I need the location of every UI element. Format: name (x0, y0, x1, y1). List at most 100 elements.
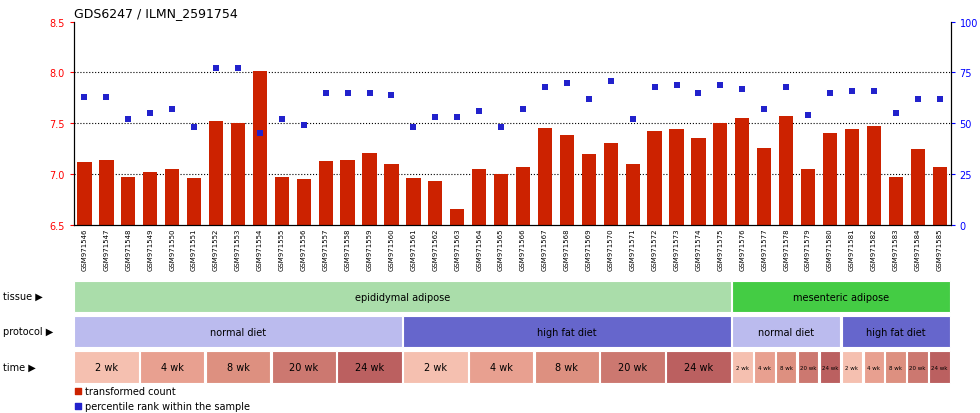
Point (844, 88, 859, 95)
Bar (165, 169, 179, 413)
Bar (798, 351, 818, 383)
Point (801, 112, 816, 119)
Bar (648, 132, 662, 413)
Bar (140, 351, 205, 383)
Point (230, 66, 246, 73)
Point (406, 125, 421, 131)
Point (70, 402, 86, 409)
Bar (600, 23, 621, 225)
Point (186, 125, 202, 131)
Bar (270, 23, 293, 225)
Bar (776, 351, 797, 383)
Text: 4 wk: 4 wk (161, 362, 183, 372)
Bar (74, 316, 402, 348)
Bar (424, 23, 446, 225)
Bar (845, 130, 859, 413)
Point (515, 107, 531, 113)
Bar (337, 23, 359, 225)
Text: 8 wk: 8 wk (226, 362, 249, 372)
Bar (885, 23, 907, 225)
Bar (318, 161, 333, 413)
Point (340, 90, 356, 97)
Bar (468, 351, 533, 383)
Text: GDS6247 / ILMN_2591754: GDS6247 / ILMN_2591754 (74, 7, 237, 20)
Text: 8 wk: 8 wk (780, 365, 793, 370)
Bar (819, 23, 841, 225)
Bar (384, 164, 399, 413)
Bar (754, 351, 774, 383)
Bar (205, 23, 227, 225)
Bar (183, 23, 205, 225)
Bar (74, 351, 138, 383)
Bar (560, 136, 574, 413)
Bar (582, 154, 596, 413)
Bar (490, 23, 512, 225)
Point (822, 90, 838, 97)
Bar (933, 167, 947, 413)
Bar (669, 130, 684, 413)
Point (70, 388, 86, 395)
Text: epididymal adipose: epididymal adipose (355, 292, 450, 302)
Point (142, 110, 158, 117)
Bar (731, 23, 754, 225)
Bar (95, 23, 118, 225)
Bar (889, 178, 903, 413)
Bar (74, 23, 95, 225)
Point (625, 116, 641, 123)
Text: 4 wk: 4 wk (758, 365, 770, 370)
Bar (450, 210, 465, 413)
Text: 8 wk: 8 wk (556, 362, 578, 372)
Text: high fat diet: high fat diet (537, 327, 597, 337)
Point (318, 90, 333, 97)
Bar (710, 23, 731, 225)
Bar (337, 351, 402, 383)
Bar (866, 127, 881, 413)
Bar (797, 23, 819, 225)
Bar (293, 23, 315, 225)
Bar (910, 149, 925, 413)
Point (252, 131, 268, 137)
Bar (758, 148, 771, 413)
Point (274, 116, 290, 123)
Text: 20 wk: 20 wk (800, 365, 816, 370)
Bar (161, 23, 183, 225)
Bar (688, 23, 710, 225)
Text: protocol ▶: protocol ▶ (3, 326, 53, 337)
Bar (929, 351, 950, 383)
Bar (665, 23, 688, 225)
Point (471, 109, 487, 115)
Bar (604, 144, 617, 413)
Text: 2 wk: 2 wk (736, 365, 749, 370)
Text: 8 wk: 8 wk (889, 365, 903, 370)
Bar (775, 23, 797, 225)
Point (383, 92, 399, 99)
Text: tissue ▶: tissue ▶ (3, 291, 43, 301)
Bar (929, 23, 951, 225)
Point (76, 94, 92, 101)
Bar (407, 178, 420, 413)
Bar (139, 23, 161, 225)
Point (712, 82, 728, 89)
Bar (515, 167, 530, 413)
Point (427, 114, 443, 121)
Point (691, 90, 707, 97)
Bar (578, 23, 600, 225)
Bar (428, 182, 442, 413)
Bar (666, 351, 731, 383)
Bar (315, 23, 337, 225)
Text: 4 wk: 4 wk (490, 362, 513, 372)
Bar (494, 174, 509, 413)
Point (603, 78, 618, 85)
Text: 20 wk: 20 wk (289, 362, 318, 372)
Text: transformed count: transformed count (84, 386, 175, 396)
Bar (99, 160, 114, 413)
Bar (446, 23, 468, 225)
Bar (403, 316, 731, 348)
Bar (231, 124, 245, 413)
Bar (863, 351, 884, 383)
Text: time ▶: time ▶ (3, 361, 35, 372)
Bar (732, 351, 753, 383)
Point (757, 107, 772, 113)
Bar (249, 23, 270, 225)
Bar (823, 134, 837, 413)
